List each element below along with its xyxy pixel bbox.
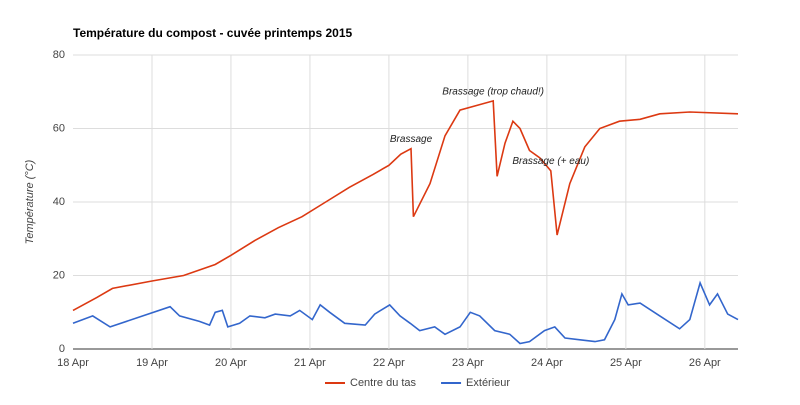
y-axis-label: Température (°C)	[24, 159, 36, 244]
y-tick-label: 20	[53, 269, 65, 281]
legend-label: Centre du tas	[350, 377, 417, 389]
legend-label: Extérieur	[466, 377, 510, 389]
y-tick-label: 80	[53, 49, 65, 61]
x-tick-label: 18 Apr	[57, 357, 89, 369]
y-tick-label: 40	[53, 196, 65, 208]
line-series	[72, 280, 739, 345]
line-series	[72, 99, 739, 312]
x-tick-label: 25 Apr	[610, 357, 642, 369]
x-tick-label: 24 Apr	[531, 357, 563, 369]
x-tick-label: 19 Apr	[136, 357, 168, 369]
x-tick-label: 22 Apr	[373, 357, 405, 369]
x-tick-label: 23 Apr	[452, 357, 484, 369]
y-tick-label: 60	[53, 122, 65, 134]
annotation: Brassage	[390, 134, 433, 145]
x-tick-label: 21 Apr	[294, 357, 326, 369]
y-tick-label: 0	[59, 343, 65, 355]
x-tick-label: 20 Apr	[215, 357, 247, 369]
chart-title: Température du compost - cuvée printemps…	[73, 26, 353, 40]
annotation: Brassage (trop chaud!)	[442, 86, 544, 97]
x-tick-label: 26 Apr	[689, 357, 721, 369]
annotation: Brassage (+ eau)	[512, 156, 589, 167]
